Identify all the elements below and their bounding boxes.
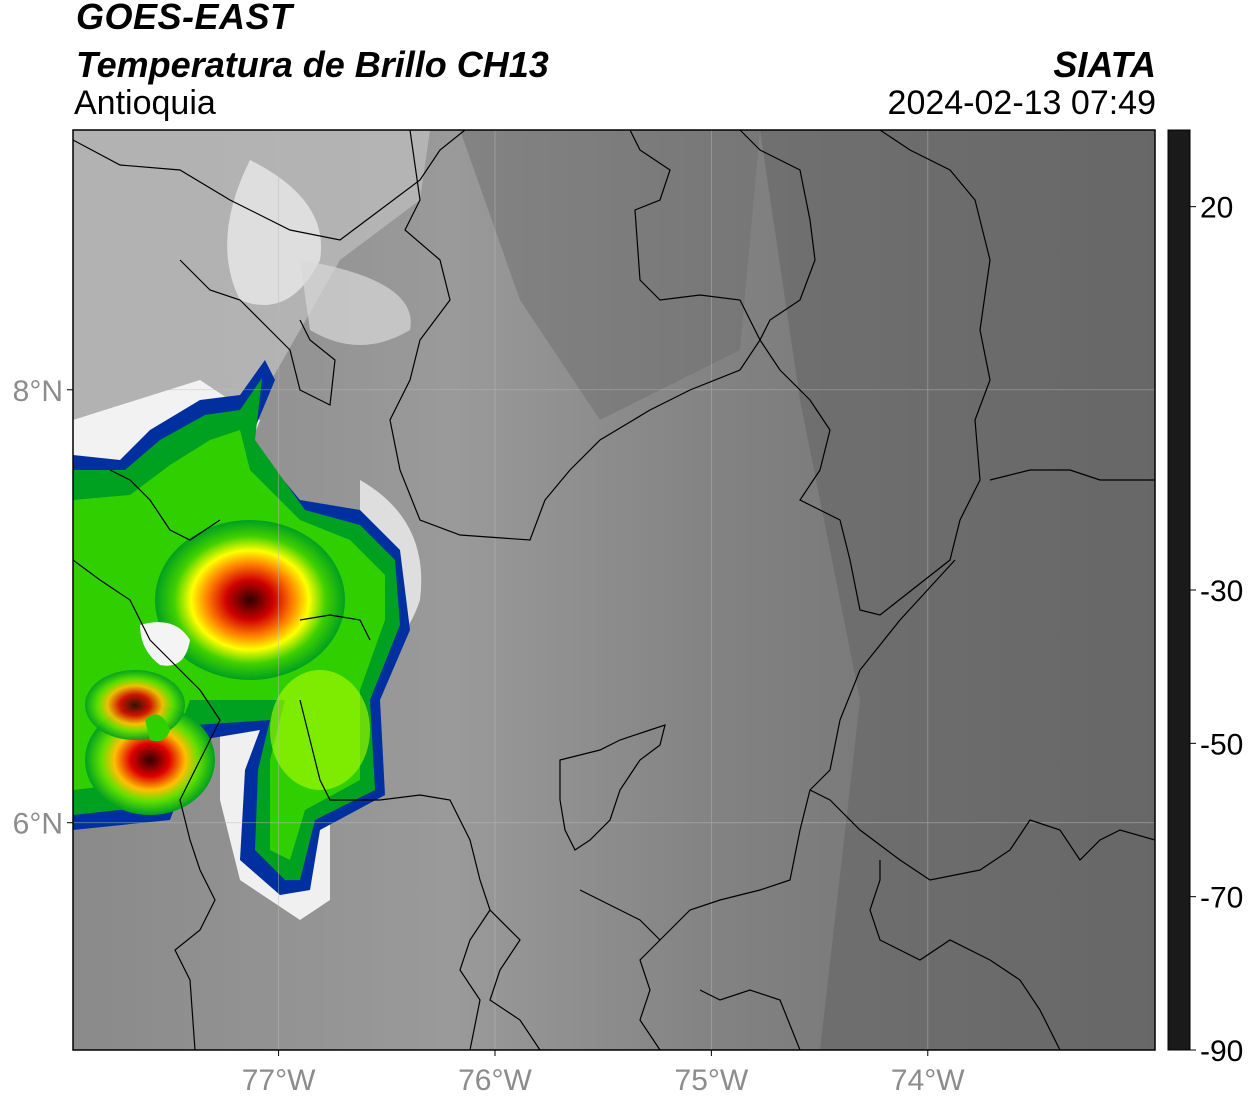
- map-frame: [72, 129, 1156, 1051]
- map-imagery: [73, 130, 1155, 1050]
- lat-tick-label: 6°N: [13, 808, 63, 841]
- lon-tick-label: 74°W: [891, 1064, 965, 1097]
- region-label: Antioquia: [74, 84, 216, 122]
- lon-tick-label: 76°W: [458, 1064, 532, 1097]
- colorbar-tick-label: -90: [1200, 1035, 1243, 1068]
- timestamp-label: 2024-02-13 07:49: [887, 84, 1156, 122]
- satellite-title: GOES-EAST: [76, 0, 293, 37]
- product-title: Temperatura de Brillo CH13: [76, 44, 549, 85]
- colorbar-tick-label: 20: [1200, 192, 1233, 225]
- colorbar: 20 -30 -50 -70 -90: [1167, 129, 1243, 1068]
- brand-label: SIATA: [1053, 44, 1156, 85]
- colorbar-tick-label: -70: [1200, 882, 1243, 915]
- lon-tick-label: 75°W: [675, 1064, 749, 1097]
- colorbar-scale: [1167, 129, 1191, 1051]
- colorbar-tick-label: -50: [1200, 728, 1243, 761]
- political-boundaries: [73, 130, 1155, 1050]
- axis-tick-labels: 77°W 76°W 75°W 74°W 8°N 6°N: [13, 375, 966, 1097]
- lon-tick-label: 77°W: [242, 1064, 316, 1097]
- lat-tick-label: 8°N: [13, 375, 63, 408]
- colorbar-tick-label: -30: [1200, 575, 1243, 608]
